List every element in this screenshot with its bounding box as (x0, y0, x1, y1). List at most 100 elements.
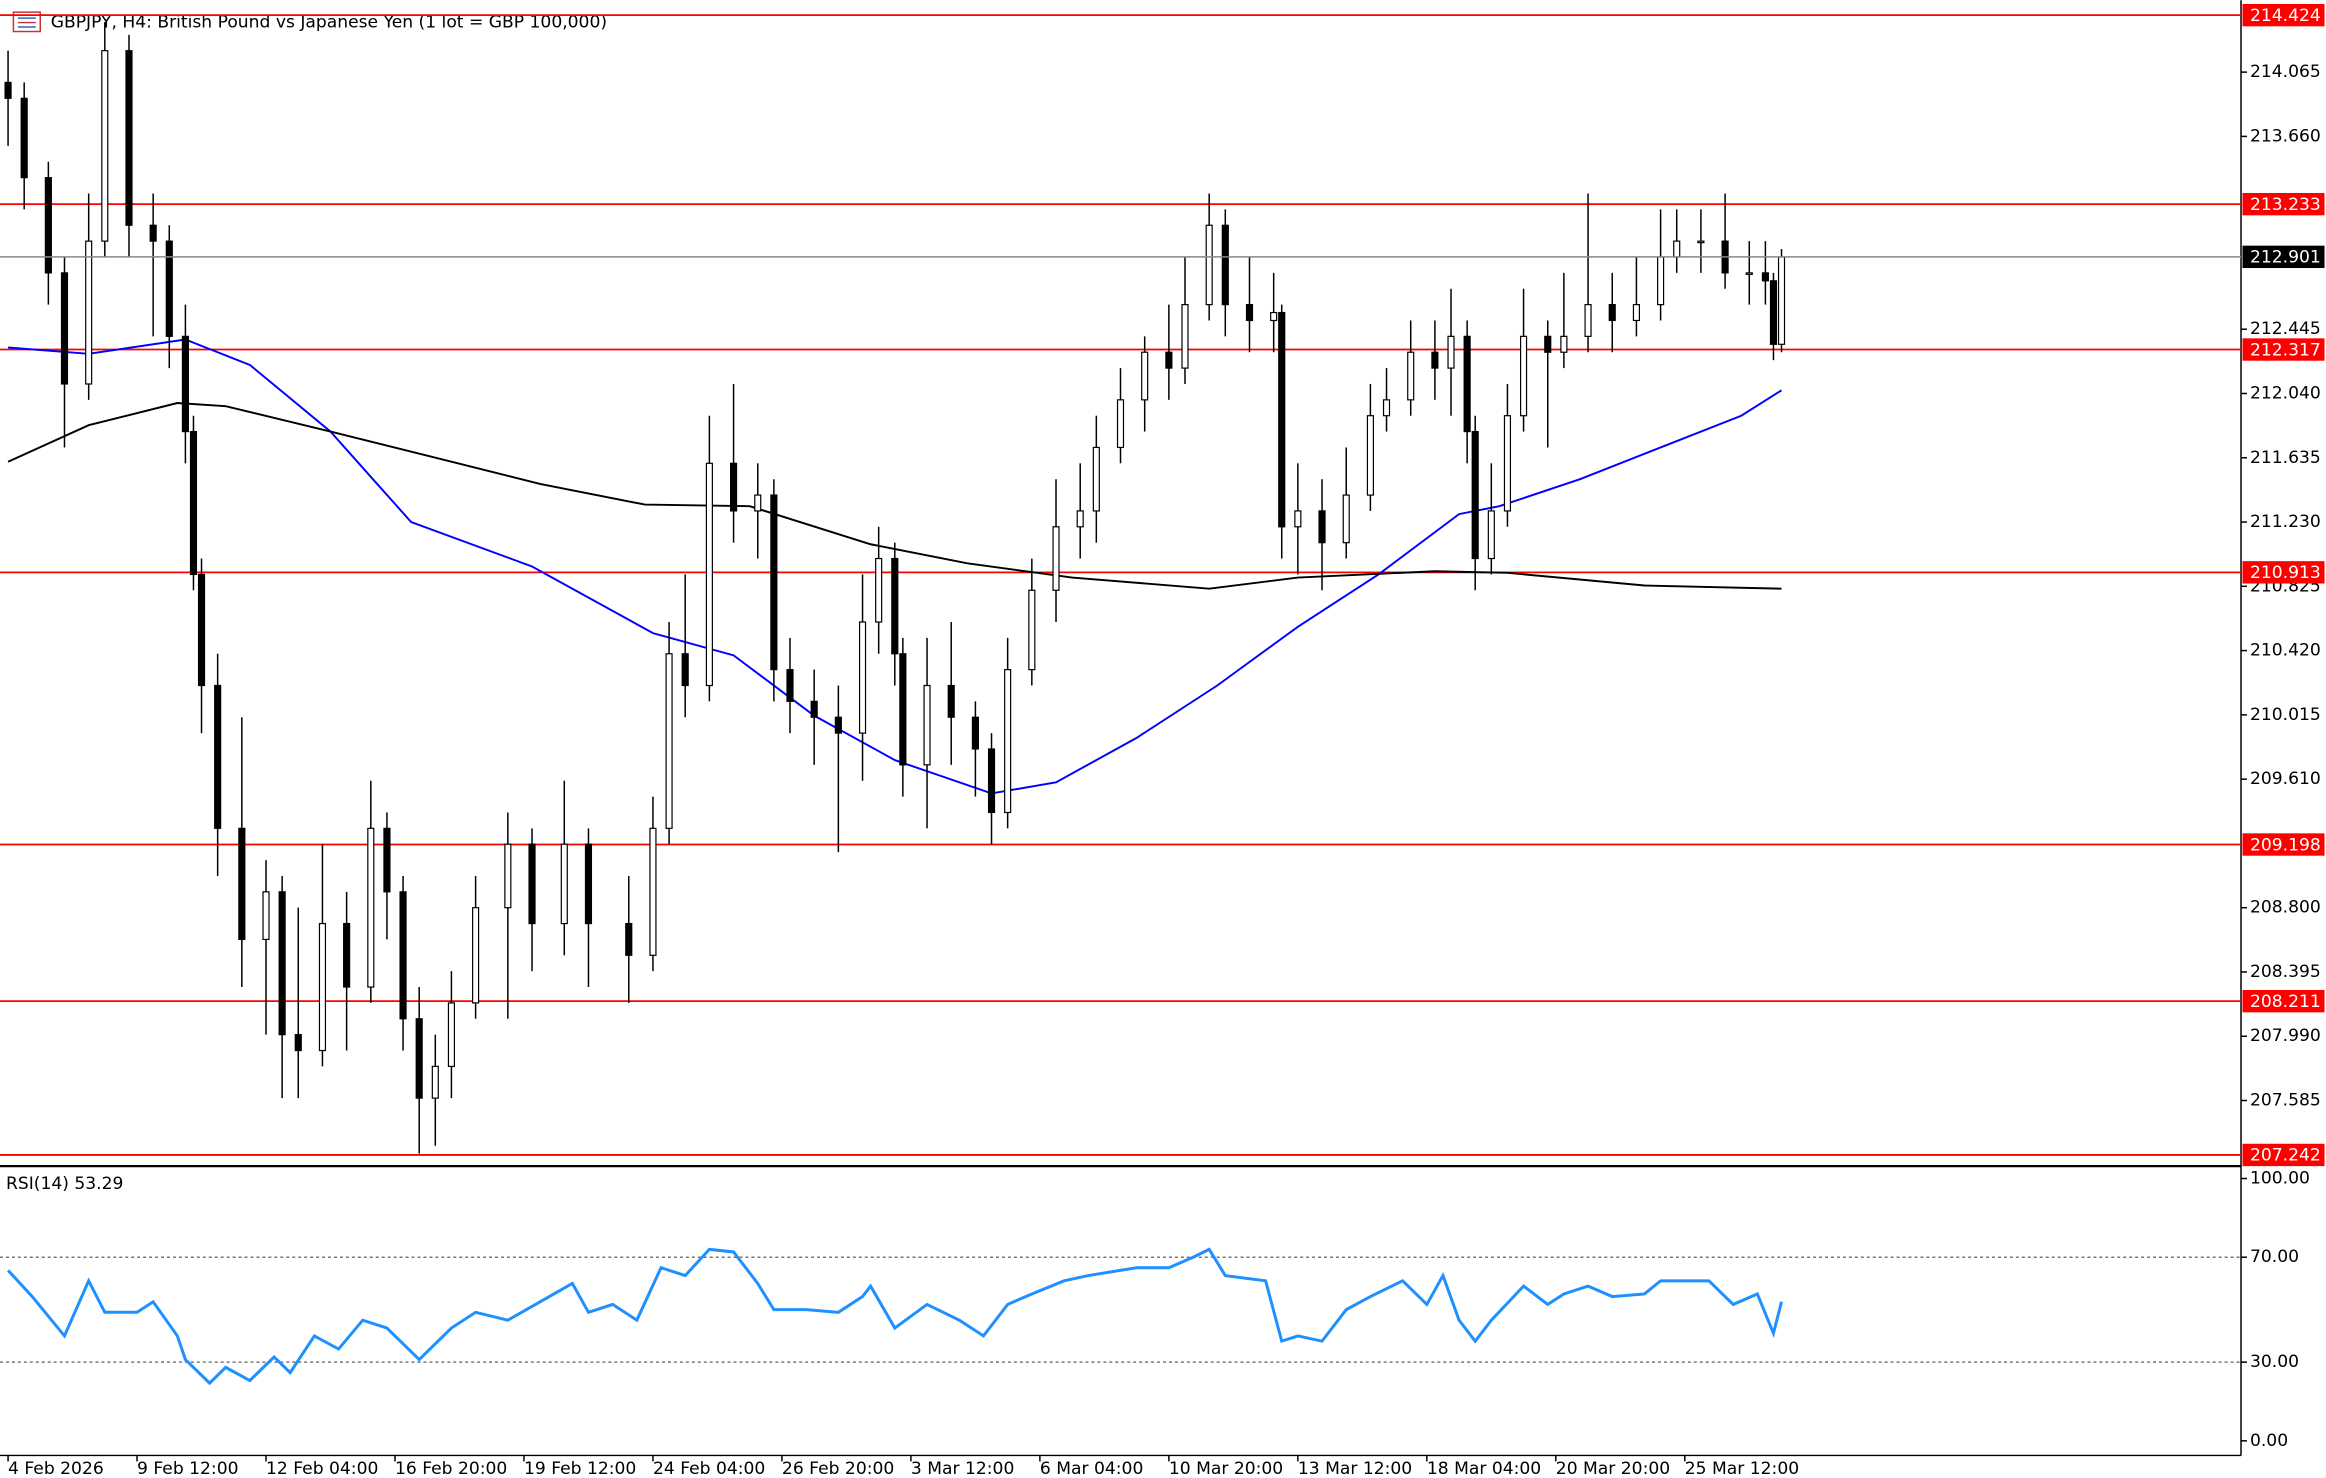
candle-body (1673, 240, 1681, 258)
level-label: 208.211 (2250, 992, 2321, 1012)
candle-body (665, 653, 673, 829)
candle-body (383, 827, 391, 893)
candle-body (1487, 510, 1495, 560)
rsi-title: RSI(14) 53.29 (6, 1174, 123, 1194)
x-tick-label: 13 Mar 12:00 (1298, 1459, 1412, 1478)
candle-body (971, 716, 979, 750)
candle-body (1382, 399, 1391, 417)
level-label-box (2242, 1143, 2325, 1167)
candle-body (1165, 351, 1173, 369)
rsi-line (6, 1247, 1783, 1386)
candle-body (834, 716, 842, 734)
candle-body (472, 907, 480, 1004)
candle-body (20, 97, 28, 179)
candle-body (399, 891, 407, 1020)
candle-body (1181, 304, 1189, 369)
candle-body (343, 922, 351, 988)
y-tick-label: 214.065 (2250, 62, 2321, 82)
y-tick-label: 100.00 (2250, 1169, 2310, 1189)
x-tick-label: 26 Feb 20:00 (782, 1459, 894, 1478)
candle-body (165, 240, 173, 337)
candle-body (1028, 589, 1036, 671)
candle-body (1092, 446, 1100, 512)
x-tick-label: 6 Mar 04:00 (1040, 1459, 1143, 1478)
x-tick-label: 25 Mar 12:00 (1685, 1459, 1799, 1478)
candle-body (278, 891, 286, 1036)
candle-body (1270, 311, 1278, 322)
x-tick-label: 3 Mar 12:00 (911, 1459, 1014, 1478)
candle-body (1004, 669, 1012, 814)
x-tick-label: 12 Feb 04:00 (266, 1459, 378, 1478)
candle-body (1366, 415, 1374, 496)
level-label-box (2242, 3, 2325, 27)
x-tick-label: 20 Mar 20:00 (1556, 1459, 1670, 1478)
candle-body (1407, 351, 1415, 401)
level-label: 209.198 (2250, 835, 2321, 855)
candle-body (431, 1065, 439, 1099)
candle-body (181, 335, 189, 433)
candle-body (238, 827, 246, 941)
candle-body (786, 669, 794, 702)
candle-body (705, 462, 713, 687)
candle-body (1544, 335, 1552, 353)
level-label-box (2242, 192, 2325, 216)
candle-body (1471, 430, 1479, 560)
level-label: 210.913 (2250, 563, 2321, 583)
level-label-box (2242, 338, 2325, 361)
candle-body (1657, 256, 1665, 306)
candle-body (1777, 256, 1786, 345)
candle-body (4, 81, 12, 99)
candle-body (770, 494, 778, 671)
candle-body (1632, 304, 1641, 322)
candle-body (899, 653, 907, 766)
last-price-label: 212.901 (2250, 248, 2321, 268)
candle-body (1278, 311, 1286, 528)
candle-body (447, 1002, 456, 1067)
candle-body (60, 272, 69, 385)
last-price-box (2242, 245, 2325, 269)
y-tick-label: 212.445 (2250, 319, 2321, 339)
candle-body (1342, 494, 1350, 544)
level-label-box (2242, 989, 2325, 1013)
candle-body (1052, 526, 1060, 591)
x-tick-label: 4 Feb 2026 (8, 1459, 104, 1478)
candle-body (262, 891, 270, 941)
candle-body (1116, 399, 1125, 449)
chart-title: GBPJPY, H4: British Pound vs Japanese Ye… (51, 13, 607, 33)
candle-body (101, 50, 109, 242)
candle-body (415, 1018, 423, 1099)
candle-body (810, 700, 818, 718)
candle-body (891, 557, 899, 655)
candle-body (1245, 304, 1254, 322)
y-tick-label: 210.420 (2250, 641, 2321, 661)
level-label: 213.233 (2250, 195, 2321, 215)
candle-body (1761, 272, 1769, 282)
candle-body (1205, 224, 1213, 306)
candle-body (1560, 335, 1568, 353)
candle-body (1463, 335, 1471, 433)
candle-body (1584, 304, 1592, 337)
candle-body (1697, 240, 1705, 244)
candle-body (149, 224, 157, 242)
candle-body (1318, 510, 1326, 544)
candle-body (858, 621, 867, 734)
y-tick-label: 211.230 (2250, 512, 2321, 532)
candle-body (189, 430, 198, 576)
y-tick-label: 0.00 (2250, 1431, 2288, 1451)
candle-body (875, 557, 883, 623)
x-tick-label: 16 Feb 20:00 (395, 1459, 507, 1478)
y-tick-label: 209.610 (2250, 769, 2321, 789)
y-tick-label: 208.800 (2250, 898, 2321, 918)
y-tick-label: 213.660 (2250, 126, 2321, 146)
candle-body (318, 922, 327, 1052)
candle-body (44, 177, 52, 274)
candle-body (367, 827, 375, 988)
y-tick-label: 30.00 (2250, 1352, 2299, 1372)
candle-body (528, 843, 536, 925)
x-tick-label: 24 Feb 04:00 (653, 1459, 765, 1478)
level-label: 214.424 (2250, 6, 2321, 26)
candle-body (214, 684, 222, 829)
